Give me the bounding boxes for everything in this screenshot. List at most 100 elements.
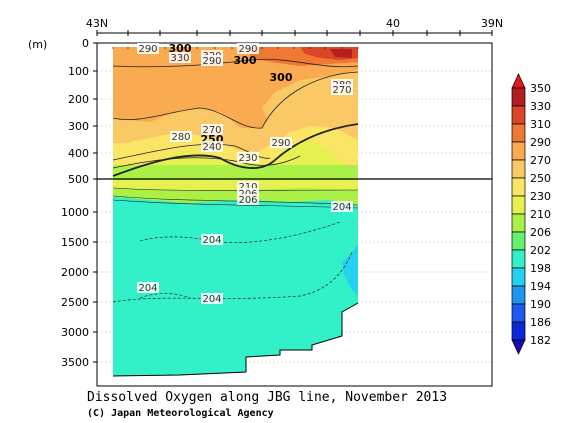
contour-label-bg — [201, 234, 223, 245]
contour-label: 290 — [271, 138, 290, 149]
contour-label-bg — [270, 137, 292, 148]
contour-label-bg — [237, 188, 259, 199]
y-tick-label: 500 — [68, 173, 89, 186]
contour-label: 204 — [138, 283, 157, 294]
contour-label-bg — [331, 84, 353, 95]
contour-label: 204 — [202, 235, 221, 246]
contour-line-dashed — [112, 251, 353, 303]
contour-line — [112, 187, 359, 191]
contour-label-bg — [201, 141, 223, 152]
fill-290-310 — [113, 47, 358, 128]
colorbar-swatch — [511, 231, 526, 251]
colorbar-tick-label: 330 — [530, 100, 551, 113]
colorbar-tick-label: 310 — [530, 118, 551, 131]
plot-frame — [96, 42, 493, 387]
colorbar-swatch — [511, 285, 526, 305]
y-axis-label: (m) — [28, 38, 47, 51]
colorbar-tick-label: 186 — [530, 316, 551, 329]
colorbar-top-arrow — [511, 73, 526, 89]
y-tick-label: 3000 — [61, 326, 89, 339]
contour-label: 300 — [169, 42, 192, 55]
contour-label: 204 — [202, 294, 221, 305]
y-tick-label: 1000 — [61, 206, 89, 219]
colorbar-tick-label: 202 — [530, 244, 551, 257]
contour-label-bg — [137, 282, 159, 293]
colorbar-tick-label: 198 — [530, 262, 551, 275]
contour-label-bg — [170, 131, 192, 142]
colorbar: 350 330 310 290 270 250 230 210 206 202 198 194 190 1… — [511, 73, 551, 355]
contour-label: 230 — [238, 153, 257, 164]
colorbar-swatch — [511, 123, 526, 143]
colorbar-tick-label: 270 — [530, 154, 551, 167]
colorbar-bottom-arrow — [511, 339, 526, 355]
contour-line — [112, 58, 359, 68]
colorbar-tick-label: 182 — [530, 334, 551, 347]
colorbar-tick-label: 230 — [530, 190, 551, 203]
x-tick-label: 43N — [86, 17, 108, 30]
contour-line — [112, 143, 271, 161]
colorbar-swatch — [511, 177, 526, 197]
x-tick-label: 40 — [386, 17, 400, 30]
y-tick-label: 1500 — [61, 236, 89, 249]
contour-line — [112, 155, 301, 169]
contour-label: 240 — [202, 142, 221, 153]
fill-198-202 — [342, 244, 358, 296]
colorbar-tick-label: 350 — [530, 82, 551, 95]
x-tick-label: 39N — [481, 17, 503, 30]
contour-label: 290 — [238, 44, 257, 55]
contour-label: 210 — [238, 182, 257, 193]
fill-350-plus — [330, 49, 352, 58]
colorbar-swatch — [511, 195, 526, 215]
colorbar-swatch — [511, 321, 526, 341]
contour-label: 300 — [270, 71, 293, 84]
colorbar-tick-label: 290 — [530, 136, 551, 149]
fill-210-230 — [113, 165, 358, 180]
colorbar-swatch — [511, 267, 526, 287]
colorbar-tick-label: 194 — [530, 280, 551, 293]
y-tick-label: 0 — [82, 37, 89, 50]
y-tick-label: 200 — [68, 93, 89, 106]
chart-title: Dissolved Oxygen along JBG line, Novembe… — [87, 390, 447, 405]
contour-label-bg — [237, 43, 259, 54]
contour-label-bg — [169, 52, 191, 63]
colorbar-swatch — [511, 213, 526, 233]
contour-label: 330 — [170, 53, 189, 64]
contour-line-dashed — [139, 293, 191, 299]
y-tick-label: 300 — [68, 120, 89, 133]
y-tick-label: 400 — [68, 147, 89, 160]
contour-line — [112, 71, 359, 129]
colorbar-swatch — [511, 87, 526, 107]
contour-label: 204 — [332, 202, 351, 213]
y-tick-label: 3500 — [61, 356, 89, 369]
colorbar-tick-label: 210 — [530, 208, 551, 221]
fill-202-206 — [113, 180, 358, 376]
contour-label: 270 — [332, 85, 351, 96]
y-tick-label: 100 — [68, 65, 89, 78]
contour-label: 290 — [138, 44, 157, 55]
contour-label: 270 — [202, 125, 221, 136]
colorbar-tick-label: 206 — [530, 226, 551, 239]
colorbar-swatch — [511, 303, 526, 323]
contour-label-bg — [137, 43, 159, 54]
contour-line — [112, 195, 359, 206]
contour-label-bg — [331, 201, 353, 212]
colorbar-swatch — [511, 159, 526, 179]
colorbar-swatch — [511, 105, 526, 125]
contour-label-bg — [201, 55, 223, 66]
contour-label: 206 — [238, 195, 257, 206]
seafloor-outline — [112, 302, 359, 377]
contour-line — [112, 123, 359, 177]
contour-label: 280 — [171, 132, 190, 143]
contour-label-bg — [237, 152, 259, 163]
contour-label: 290 — [202, 56, 221, 67]
colorbar-swatch — [511, 249, 526, 269]
contour-label-bg — [201, 293, 223, 304]
contour-label-bg — [237, 194, 259, 205]
fill-210-230-lower — [113, 180, 358, 190]
copyright-note: (C) Japan Meteorological Agency — [87, 407, 274, 419]
colorbar-swatch — [511, 141, 526, 161]
contour-label-bg — [201, 124, 223, 135]
y-tick-label: 2000 — [61, 266, 89, 279]
y-tick-label: 2500 — [61, 296, 89, 309]
